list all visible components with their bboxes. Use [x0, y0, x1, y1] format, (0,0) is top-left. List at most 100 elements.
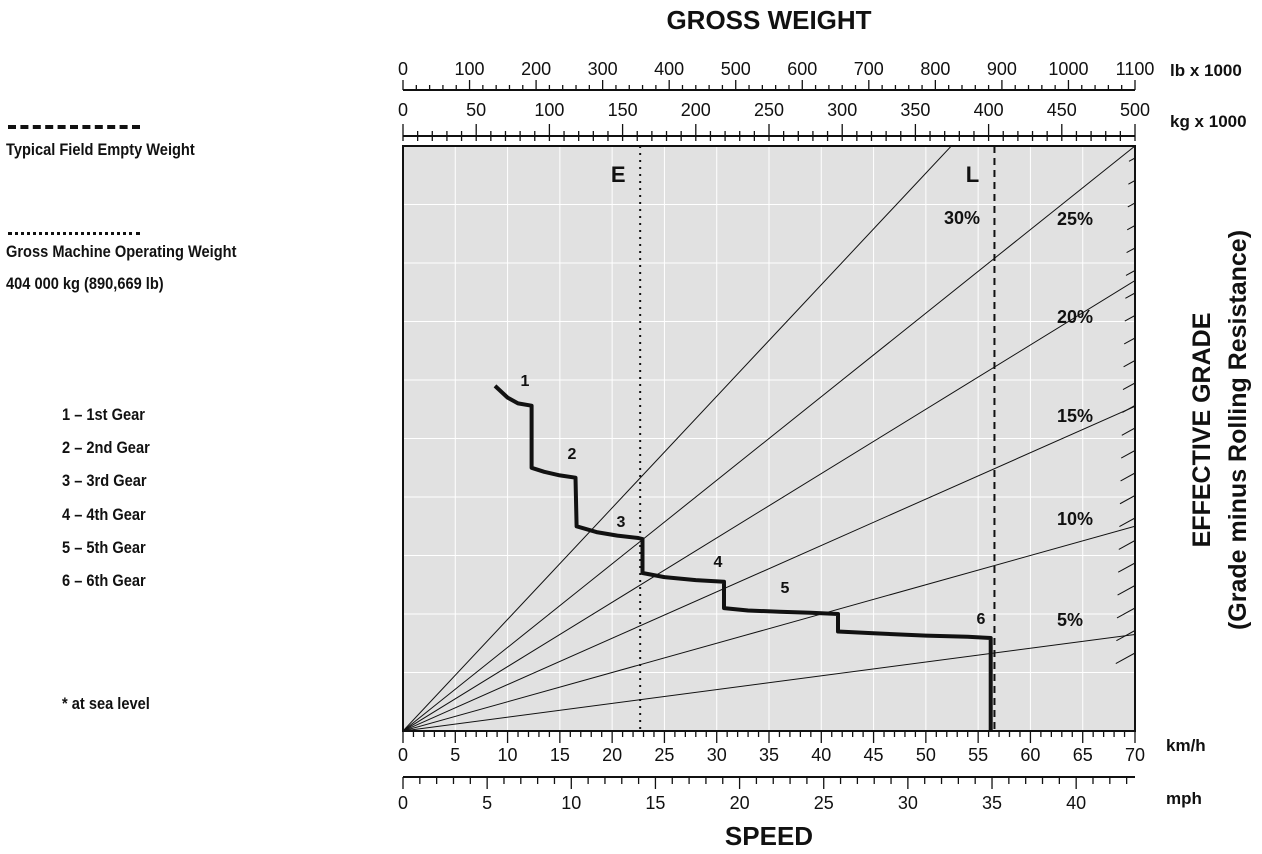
kmh-tick-label: 60 [1020, 745, 1040, 765]
gross-weight-dot-sample [8, 232, 140, 235]
grade-hatch [1118, 540, 1135, 550]
gear-legend-6: 6 – 6th Gear [62, 571, 146, 590]
mph-tick-label: 25 [814, 793, 834, 813]
grade-hatch [1126, 225, 1135, 231]
grade-line [403, 405, 1135, 731]
x-axis-title: SPEED [725, 821, 813, 851]
gross-weight-value: 404 000 kg (890,669 lb) [6, 274, 164, 293]
mph-tick-label: 20 [730, 793, 750, 813]
mph-tick-label: 35 [982, 793, 1002, 813]
grade-label: 30% [944, 208, 980, 228]
lb-tick-label: 900 [987, 59, 1017, 79]
kg-tick-label: 50 [466, 100, 486, 120]
grade-hatch [1121, 427, 1135, 436]
grade-hatch [1122, 405, 1135, 413]
gear-label-4: 4 [714, 554, 723, 571]
grade-hatch [1124, 315, 1135, 322]
lb-tick-label: 100 [455, 59, 485, 79]
grade-hatch [1128, 180, 1135, 185]
kmh-tick-label: 45 [864, 745, 884, 765]
gear-legend-4: 4 – 4th Gear [62, 505, 146, 524]
grade-hatch [1116, 607, 1135, 619]
grade-hatch [1119, 495, 1135, 505]
mph-unit-label: mph [1166, 789, 1202, 808]
gear-label-3: 3 [617, 514, 626, 531]
gear-label-1: 1 [521, 373, 530, 390]
gear-label-6: 6 [977, 611, 986, 628]
grade-hatch [1123, 360, 1135, 368]
kg-tick-label: 500 [1120, 100, 1150, 120]
empty-weight-dash-sample [8, 125, 140, 129]
kg-tick-label: 0 [398, 100, 408, 120]
kg-tick-label: 350 [900, 100, 930, 120]
grade-hatch [1127, 202, 1135, 208]
grade-hatch [1125, 292, 1135, 299]
grade-hatch [1120, 472, 1135, 482]
kg-tick-label: 150 [608, 100, 638, 120]
mph-tick-label: 5 [482, 793, 492, 813]
grade-line [403, 146, 1135, 731]
kmh-tick-label: 65 [1073, 745, 1093, 765]
mph-tick-label: 30 [898, 793, 918, 813]
sea-level-footnote: * at sea level [62, 694, 150, 713]
lb-tick-label: 200 [521, 59, 551, 79]
mph-tick-label: 40 [1066, 793, 1086, 813]
lb-unit-label: lb x 1000 [1170, 61, 1242, 80]
gross-weight-label: Gross Machine Operating Weight [6, 242, 237, 261]
kmh-tick-label: 35 [759, 745, 779, 765]
grade-label: 10% [1057, 509, 1093, 529]
lb-tick-label: 800 [920, 59, 950, 79]
kg-tick-label: 300 [827, 100, 857, 120]
kg-tick-label: 200 [681, 100, 711, 120]
grade-hatch [1117, 585, 1135, 596]
grade-line [403, 280, 1135, 731]
empty-weight-label: Typical Field Empty Weight [6, 140, 195, 159]
kmh-tick-label: 5 [450, 745, 460, 765]
lb-tick-label: 0 [398, 59, 408, 79]
grade-hatch [1115, 652, 1135, 664]
mph-tick-label: 0 [398, 793, 408, 813]
kmh-tick-label: 10 [498, 745, 518, 765]
grade-hatch [1120, 450, 1135, 459]
grade-hatch [1117, 562, 1135, 573]
lb-tick-label: 700 [854, 59, 884, 79]
grade-label: 25% [1057, 209, 1093, 229]
grade-hatch [1116, 630, 1135, 642]
lb-tick-label: 1100 [1116, 59, 1155, 79]
kmh-tick-label: 55 [968, 745, 988, 765]
mph-tick-label: 10 [561, 793, 581, 813]
kg-tick-label: 450 [1047, 100, 1077, 120]
kg-tick-label: 250 [754, 100, 784, 120]
gear-legend-5: 5 – 5th Gear [62, 538, 146, 557]
kg-tick-label: 400 [974, 100, 1004, 120]
grade-hatch [1119, 517, 1135, 528]
gear-legend-2: 2 – 2nd Gear [62, 438, 150, 457]
y-axis-title: EFFECTIVE GRADE [1188, 313, 1216, 548]
kg-unit-label: kg x 1000 [1170, 112, 1247, 131]
grade-label: 20% [1057, 307, 1093, 327]
grade-line [403, 633, 1135, 731]
grade-line [403, 146, 952, 731]
grade-hatch [1125, 270, 1135, 276]
kg-tick-label: 100 [534, 100, 564, 120]
kmh-tick-label: 50 [916, 745, 936, 765]
grade-hatch [1123, 337, 1135, 345]
kmh-unit-label: km/h [1166, 736, 1206, 755]
gear-label-5: 5 [781, 580, 790, 597]
kmh-tick-label: 20 [602, 745, 622, 765]
lb-tick-label: 1000 [1048, 59, 1088, 79]
lb-tick-label: 300 [588, 59, 618, 79]
gear-legend-3: 3 – 3rd Gear [62, 471, 147, 490]
weight-marker-label-l: L [966, 162, 979, 187]
kmh-tick-label: 70 [1125, 745, 1145, 765]
lb-tick-label: 400 [654, 59, 684, 79]
lb-tick-label: 600 [787, 59, 817, 79]
grade-lines-group [403, 146, 1135, 731]
grade-label: 15% [1057, 406, 1093, 426]
kmh-tick-label: 25 [654, 745, 674, 765]
grade-label: 5% [1057, 610, 1083, 630]
y-axis-subtitle: (Grade minus Rolling Resistance) [1224, 230, 1252, 630]
kmh-tick-label: 30 [707, 745, 727, 765]
grade-hatch [1126, 247, 1135, 254]
